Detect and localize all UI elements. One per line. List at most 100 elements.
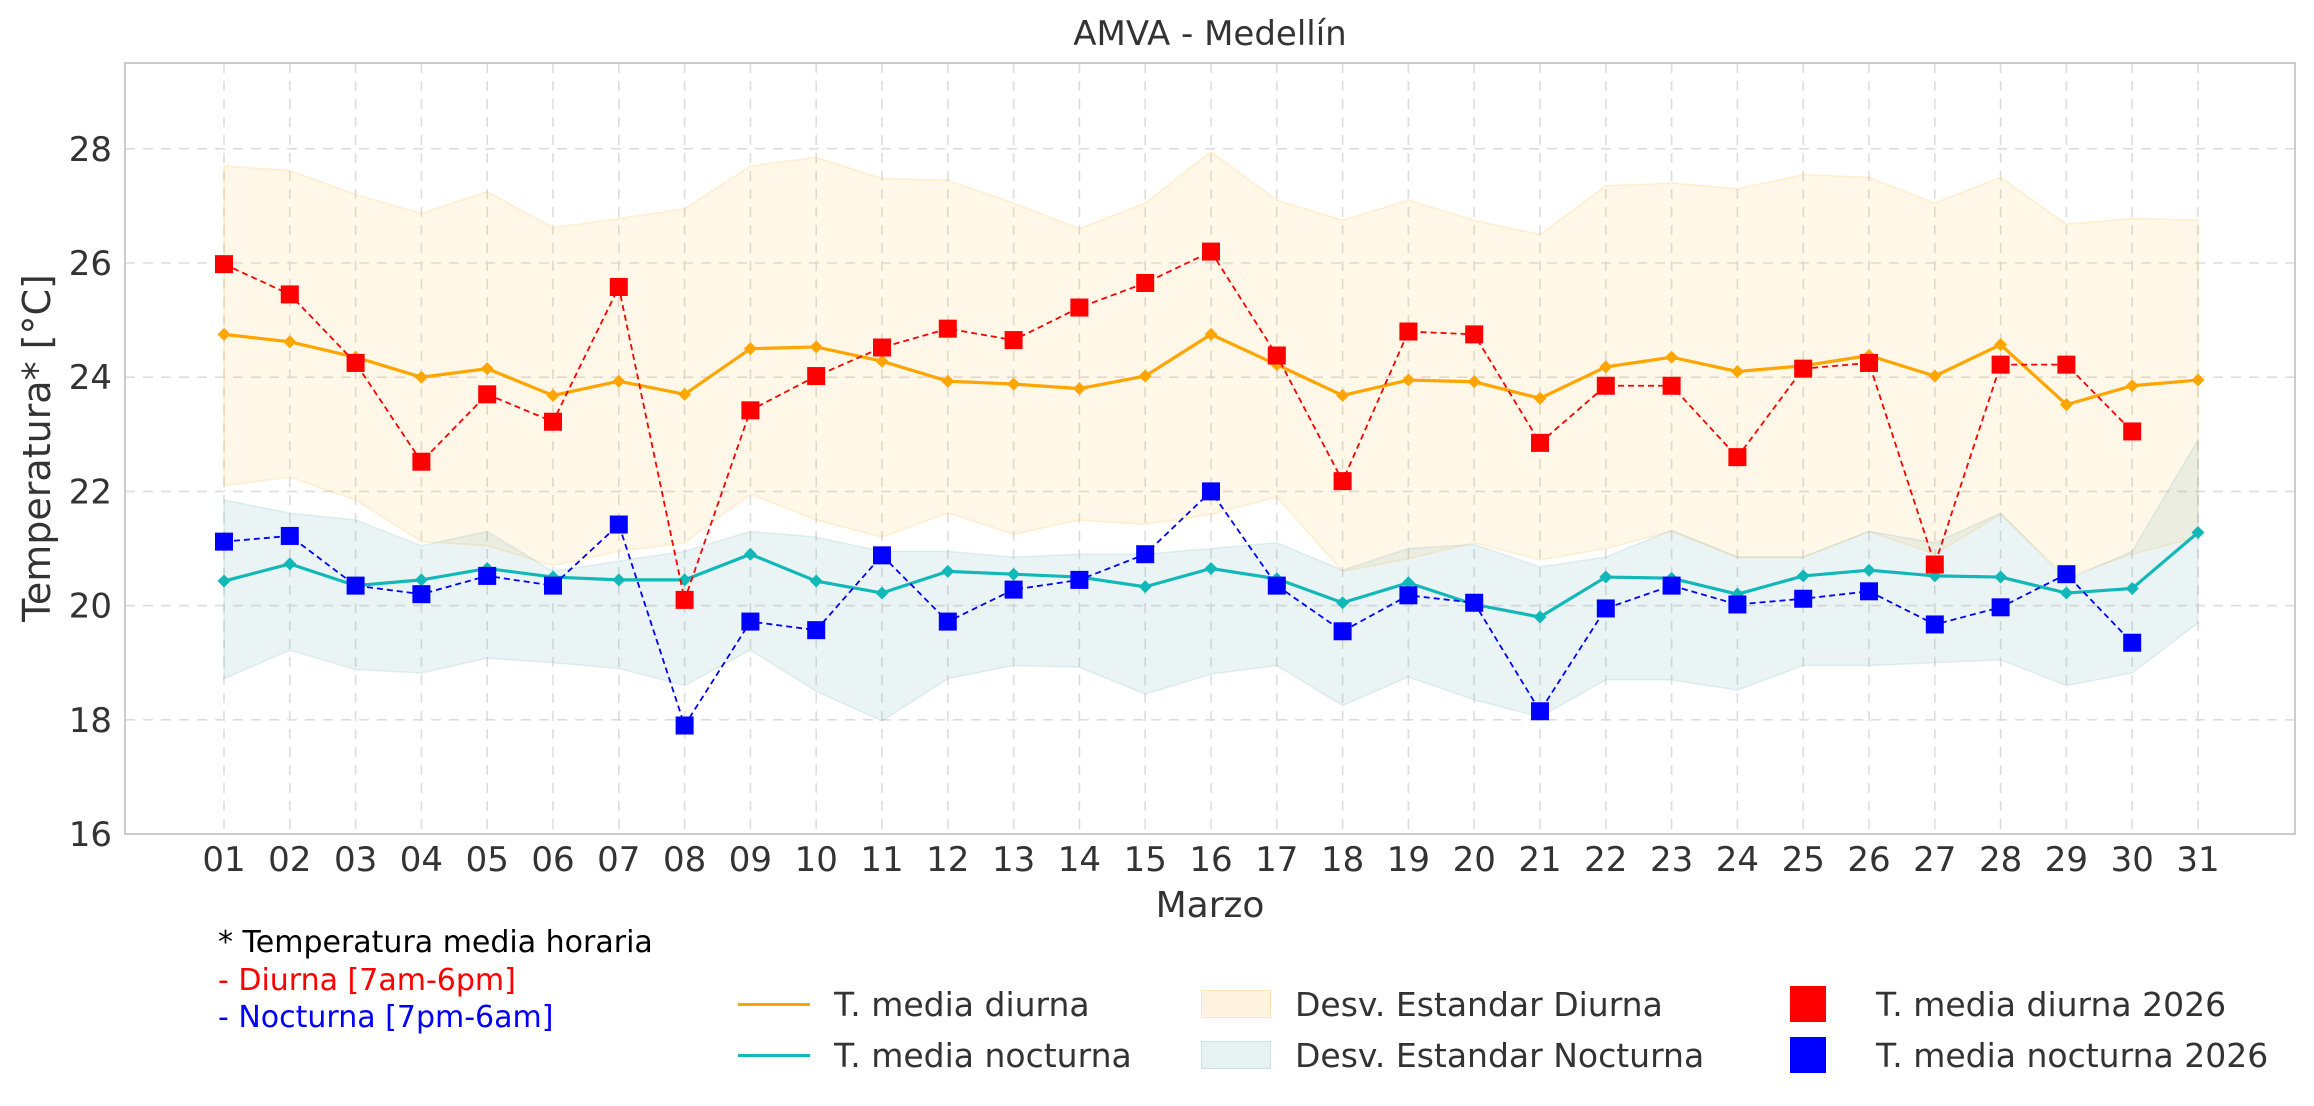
- mean-point: [1007, 567, 1021, 581]
- marker-point: [280, 285, 299, 304]
- mean-point: [1665, 350, 1679, 364]
- marker-point: [609, 277, 628, 296]
- marker-point: [741, 401, 760, 420]
- marker-point: [741, 612, 760, 631]
- note-day-period: - Diurna [7am-6pm]: [218, 963, 516, 998]
- marker-point: [1728, 595, 1747, 614]
- x-tick-label: 11: [860, 840, 903, 880]
- marker-point: [1860, 582, 1878, 601]
- marker-point: [1136, 545, 1155, 564]
- mean-point: [1007, 377, 1021, 391]
- x-axis-label: Marzo: [1156, 885, 1265, 926]
- mean-point: [2125, 379, 2139, 393]
- x-tick-label: 03: [334, 840, 377, 880]
- plot-frame: [124, 62, 2296, 835]
- marker-point: [1662, 376, 1681, 395]
- y-tick-label: 24: [69, 358, 112, 398]
- marker-point: [2123, 422, 2142, 441]
- marker-point: [1794, 589, 1813, 608]
- legend-item-night-2026: T. media nocturna 2026: [1790, 1035, 2268, 1075]
- marker-point: [1991, 355, 2010, 374]
- mean-point: [283, 557, 297, 571]
- x-tick-label: 17: [1255, 840, 1298, 880]
- mean-point: [2125, 581, 2139, 595]
- x-tick-label: 29: [2045, 840, 2088, 880]
- mean-point: [2191, 373, 2205, 387]
- mean-point: [1599, 360, 1613, 374]
- marker-point: [1333, 472, 1352, 491]
- y-tick-label: 22: [69, 472, 112, 512]
- x-tick-label: 06: [531, 840, 574, 880]
- mean-point: [2191, 526, 2205, 540]
- marker-point: [1991, 598, 2010, 617]
- x-tick-label: 21: [1518, 840, 1561, 880]
- marker-point: [1136, 273, 1155, 292]
- marker-point: [1465, 593, 1484, 612]
- mean-point: [1928, 369, 1942, 383]
- mean-point: [1533, 610, 1547, 624]
- legend-swatch-day-mean: [738, 1002, 810, 1006]
- mean-point: [875, 354, 889, 368]
- x-tick-label: 08: [663, 840, 706, 880]
- marker-point: [215, 532, 233, 551]
- marker-point: [1925, 615, 1944, 634]
- marker-point: [346, 576, 365, 595]
- mean-point: [480, 362, 494, 376]
- marker-point: [1070, 298, 1089, 317]
- y-tick-label: 18: [69, 701, 112, 741]
- std-bands: [223, 150, 2199, 722]
- x-tick-label: 18: [1321, 840, 1364, 880]
- y-tick-label: 28: [69, 130, 112, 170]
- mean-point: [1599, 570, 1613, 584]
- x-tick-label: 24: [1716, 840, 1759, 880]
- marker-point: [280, 526, 299, 545]
- marker-point: [1596, 599, 1615, 618]
- legend-item-day-mean: T. media diurna: [738, 984, 1090, 1024]
- legend-swatch-night-2026: [1790, 1037, 1826, 1073]
- x-tick-label: 19: [1387, 840, 1430, 880]
- marker-line-4: [223, 250, 2133, 604]
- mean-point: [2059, 586, 2073, 600]
- marker-point: [412, 452, 431, 471]
- marker-point: [1004, 331, 1023, 350]
- mean-point: [1994, 338, 2008, 352]
- x-tick-label: 12: [926, 840, 969, 880]
- legend-label-day-2026: T. media diurna 2026: [1876, 984, 2227, 1024]
- marker-point: [1267, 346, 1286, 365]
- x-tick-label: 10: [795, 840, 838, 880]
- marker-point: [1267, 576, 1286, 595]
- marker-point: [1399, 322, 1418, 341]
- marker-point: [1531, 702, 1549, 721]
- marker-point: [478, 385, 497, 404]
- mean-point: [1204, 561, 1218, 575]
- x-tick-label: 02: [268, 840, 311, 880]
- note-night-period: - Nocturna [7pm-6am]: [218, 1000, 554, 1035]
- x-tick-label: 20: [1453, 840, 1496, 880]
- mean-point: [414, 370, 428, 384]
- x-ticks: 01 02 03 04 05 06 07 08 09 10 11 12 13 14 15 16 17 18 19 20…: [202, 840, 2219, 880]
- mean-point: [1336, 388, 1350, 402]
- mean-point: [414, 573, 428, 587]
- x-tick-label: 28: [1979, 840, 2022, 880]
- marker-point: [609, 515, 628, 534]
- marker-point: [1596, 376, 1615, 395]
- mean-point: [875, 586, 889, 600]
- y-ticks: 16 18 20 22 24 26 28: [69, 130, 112, 855]
- marker-point: [1925, 555, 1944, 574]
- mean-point: [678, 387, 692, 401]
- mean-point: [1401, 576, 1415, 590]
- mean-point: [1533, 391, 1547, 405]
- mean-point: [743, 547, 757, 561]
- y-axis-label: Temperatura* [°C]: [15, 274, 59, 623]
- marker-point: [938, 612, 957, 631]
- marker-line-5: [223, 490, 2133, 728]
- marker-point: [1202, 482, 1220, 501]
- mean-point: [1862, 563, 1876, 577]
- marker-point: [1465, 325, 1484, 344]
- x-tick-label: 15: [1124, 840, 1167, 880]
- marker-point: [346, 353, 365, 372]
- x-tick-label: 01: [202, 840, 245, 880]
- legend-label-night-mean: T. media nocturna: [834, 1035, 1132, 1075]
- marker-point: [412, 585, 431, 604]
- mean-point: [1467, 375, 1481, 389]
